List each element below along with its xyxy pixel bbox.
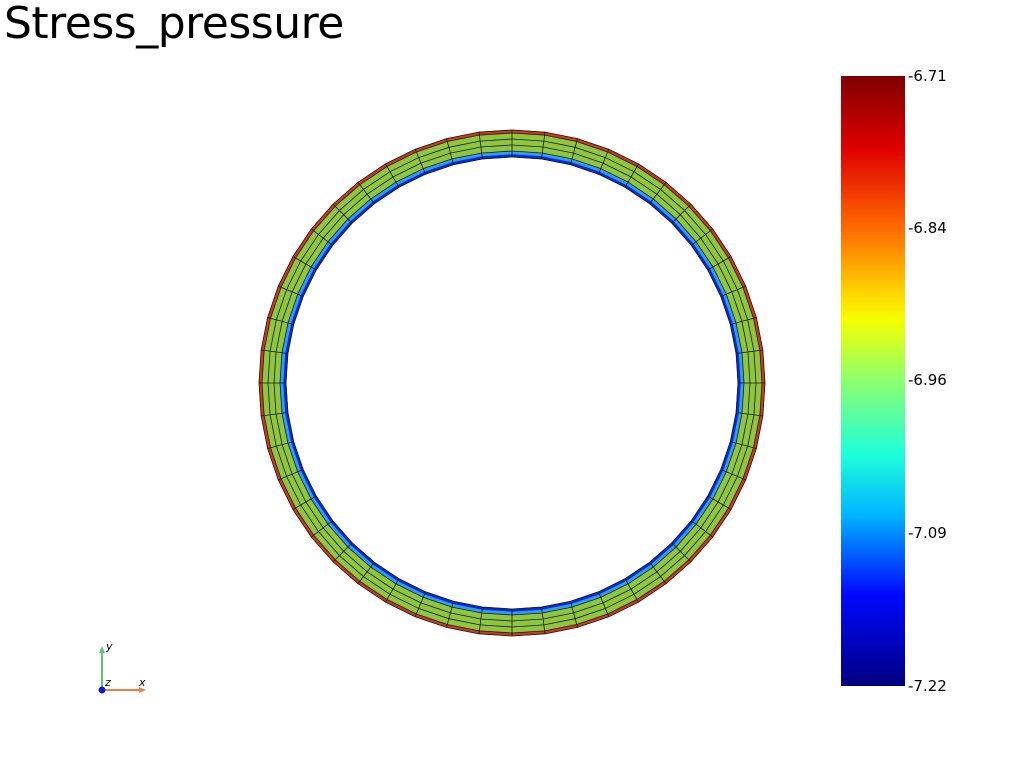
y-axis-label: y [106,640,113,653]
colorbar-tick-label: -7.09 [908,524,947,542]
colorbar-tick-label: -6.96 [908,371,947,389]
orientation-axes: y z x [90,640,160,700]
mesh-edge-radial [691,520,713,538]
mesh-edge-radial [261,349,288,354]
axes-icon [98,646,146,694]
mesh-edge-radial [332,203,353,224]
mesh-edge-radial [720,285,746,297]
mesh-edge-radial [624,163,639,188]
mesh-edge-radial [446,601,454,628]
mesh-edge-radial [414,149,426,175]
z-axis-label: z [105,676,111,689]
mesh-edge-radial [357,562,375,584]
mesh-edge-radial [278,469,304,481]
colorbar-tick-label: -6.84 [908,219,947,237]
mesh-edge-radial [730,441,757,449]
mesh-edge-radial [357,182,375,204]
mesh-edge-radial [414,591,426,617]
mesh-edge-radial [267,317,294,325]
mesh-edge-radial [292,495,317,510]
mesh-edge-radial [570,138,578,165]
mesh-edge-radial [707,256,732,271]
ring-mesh [258,129,766,637]
mesh-edge-radial [691,228,713,246]
mesh-edge-radial [671,542,692,563]
y-axis-arrow [99,646,105,653]
colorbar-tick-label: -7.22 [908,677,947,695]
colorbar-tick-label: -6.71 [908,67,947,85]
mesh-edge-radial [730,317,757,325]
mesh-edge-radial [649,182,667,204]
plot-title: Stress_pressure [4,0,344,49]
x-axis-label: x [139,676,146,689]
mesh-edge-radial [736,349,763,354]
mesh-edge-radial [261,412,288,417]
mesh-edge-radial [478,132,483,159]
mesh-edge-radial [278,285,304,297]
mesh-edge-radial [570,601,578,628]
mesh-edge-radial [707,495,732,510]
mesh-edge-radial [736,412,763,417]
mesh-edge-radial [332,542,353,563]
mesh-edge-radial [624,578,639,603]
colorbar-gradient [841,76,905,686]
mesh-edge-radial [649,562,667,584]
mesh-edge-radial [541,607,546,634]
x-axis-arrow [139,687,146,693]
mesh-edge-radial [311,228,333,246]
mesh-edge-radial [292,256,317,271]
mesh-edge-radial [541,132,546,159]
mesh-edge-radial [446,138,454,165]
mesh-edge-radial [598,591,610,617]
mesh-edge-radial [478,607,483,634]
mesh-edge-radial [267,441,294,449]
mesh-edge-ring [285,156,739,610]
mesh-edge-radial [598,149,610,175]
mesh-edge-radial [385,163,400,188]
mesh-edge-radial [385,578,400,603]
z-axis-dot [98,686,106,694]
mesh-edge-radial [720,469,746,481]
mesh-edge-radial [671,203,692,224]
colorbar [841,76,905,686]
mesh-edge-radial [311,520,333,538]
